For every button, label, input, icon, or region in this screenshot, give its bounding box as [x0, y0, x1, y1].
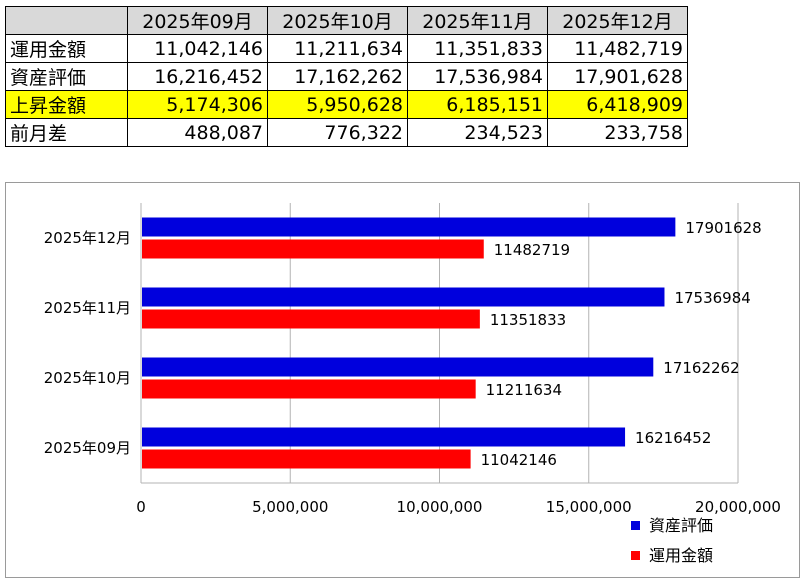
table-cell: 234,523	[407, 118, 548, 147]
data-label: 17162262	[663, 359, 739, 377]
y-category-label: 2025年12月	[44, 229, 131, 247]
table-cell: 17,901,628	[547, 62, 688, 91]
table-row: 運用金額 11,042,146 11,211,634 11,351,833 11…	[5, 34, 688, 63]
bar-asset-value	[142, 427, 626, 447]
legend-label: 資産評価	[649, 516, 713, 535]
y-category-label: 2025年10月	[44, 369, 131, 387]
table-header-month: 2025年09月	[127, 6, 268, 35]
table-row-label: 運用金額	[5, 34, 128, 63]
table-cell: 11,211,634	[267, 34, 408, 63]
bar-chart: 0 5,000,000 10,000,000 15,000,000 20,000,000…	[44, 203, 781, 565]
table-cell: 488,087	[127, 118, 268, 147]
data-label: 11482719	[494, 241, 570, 259]
data-label: 11211634	[486, 381, 562, 399]
chart-frame: 0 5,000,000 10,000,000 15,000,000 20,000,000…	[5, 182, 800, 578]
table-header-row: 2025年09月 2025年10月 2025年11月 2025年12月	[5, 6, 688, 35]
legend-swatch	[631, 551, 640, 560]
x-tick-label: 10,000,000	[397, 498, 483, 516]
legend-swatch	[631, 521, 640, 530]
bar-asset-value	[142, 217, 676, 237]
legend-label: 運用金額	[649, 546, 713, 565]
table-row-label: 上昇金額	[5, 90, 128, 119]
bar-invested-amount	[142, 239, 484, 259]
table-header-month: 2025年11月	[407, 6, 548, 35]
table-header-month: 2025年12月	[547, 6, 688, 35]
y-category-label: 2025年11月	[44, 299, 131, 317]
table-cell: 17,536,984	[407, 62, 548, 91]
x-tick-label: 15,000,000	[546, 498, 632, 516]
table-row-highlighted: 上昇金額 5,174,306 5,950,628 6,185,151 6,418…	[5, 90, 688, 119]
table-cell: 776,322	[267, 118, 408, 147]
y-category-label: 2025年09月	[44, 439, 131, 457]
data-label: 16216452	[635, 429, 711, 447]
table-cell: 6,418,909	[547, 90, 688, 119]
table-cell: 11,351,833	[407, 34, 548, 63]
table-corner-cell	[5, 6, 128, 35]
x-tick-label: 20,000,000	[695, 498, 781, 516]
table-cell: 16,216,452	[127, 62, 268, 91]
data-label: 11042146	[481, 451, 557, 469]
data-label: 17901628	[685, 219, 761, 237]
table-cell: 5,174,306	[127, 90, 268, 119]
table-header-month: 2025年10月	[267, 6, 408, 35]
x-tick-label: 5,000,000	[252, 498, 328, 516]
table-cell: 5,950,628	[267, 90, 408, 119]
table-cell: 233,758	[547, 118, 688, 147]
bar-asset-value	[142, 287, 665, 307]
table-cell: 17,162,262	[267, 62, 408, 91]
bar-invested-amount	[142, 309, 480, 329]
table-cell: 6,185,151	[407, 90, 548, 119]
table-row: 前月差 488,087 776,322 234,523 233,758	[5, 118, 688, 147]
bar-invested-amount	[142, 379, 476, 399]
bar-asset-value	[142, 357, 654, 377]
table-row-label: 前月差	[5, 118, 128, 147]
table-cell: 11,482,719	[547, 34, 688, 63]
data-label: 11351833	[490, 311, 566, 329]
x-tick-label: 0	[136, 498, 146, 516]
data-label: 17536984	[674, 289, 750, 307]
table-cell: 11,042,146	[127, 34, 268, 63]
table-row: 資産評価 16,216,452 17,162,262 17,536,984 17…	[5, 62, 688, 91]
table-row-label: 資産評価	[5, 62, 128, 91]
bar-invested-amount	[142, 449, 471, 469]
summary-table: 2025年09月 2025年10月 2025年11月 2025年12月 運用金額…	[5, 6, 688, 147]
